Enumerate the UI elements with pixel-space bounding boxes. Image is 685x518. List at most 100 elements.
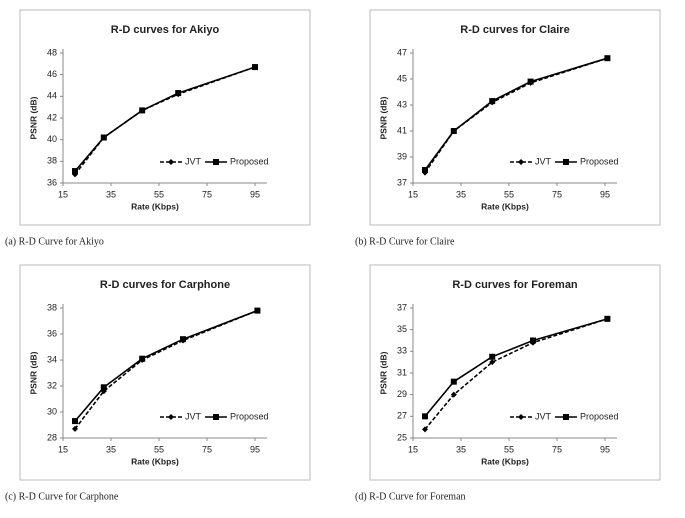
legend-label: Proposed [230,156,269,166]
x-axis-label: Rate (Kbps) [481,201,529,211]
legend-marker [518,159,524,165]
marker [450,391,457,398]
x-tick-label: 15 [58,444,68,454]
legend-label: JVT [185,156,202,166]
chart-frame [19,264,311,481]
y-tick-label: 28 [47,432,57,442]
legend-marker [168,159,174,165]
x-tick-label: 75 [552,189,562,199]
marker [422,413,428,420]
y-axis-label: PSNR (dB) [378,96,388,139]
x-axis-label: Rate (Kbps) [131,456,179,466]
y-tick-label: 36 [47,328,57,338]
y-tick-label: 43 [397,99,407,109]
x-tick-label: 75 [202,444,212,454]
y-tick-label: 25 [397,432,407,442]
y-tick-label: 27 [397,411,407,421]
y-axis-label: PSNR (dB) [378,351,388,394]
caption: (c) R-D Curve for Carphone [5,491,119,502]
legend-label: Proposed [580,411,619,421]
y-tick-label: 37 [397,177,407,187]
marker [489,353,496,360]
legend-label: Proposed [230,411,269,421]
marker [100,384,107,391]
caption: (b) R-D Curve for Claire [355,236,455,247]
marker [450,378,457,385]
marker [527,78,534,85]
x-tick-label: 55 [504,189,514,199]
y-tick-label: 31 [397,367,407,377]
x-tick-label: 95 [600,444,610,454]
y-tick-label: 29 [397,389,407,399]
y-tick-label: 30 [47,406,57,416]
y-tick-label: 40 [47,134,57,144]
caption: (d) R-D Curve for Foreman [355,491,466,502]
y-tick-label: 35 [397,324,407,334]
x-tick-label: 35 [106,444,116,454]
x-axis-label: Rate (Kbps) [481,456,529,466]
marker [489,98,496,105]
marker [72,168,78,175]
y-tick-label: 37 [397,302,407,312]
y-tick-label: 42 [47,112,57,122]
legend-label: JVT [535,156,552,166]
y-tick-label: 41 [397,125,407,135]
x-tick-label: 95 [600,189,610,199]
y-tick-label: 47 [397,47,407,57]
legend-marker [518,414,524,420]
y-tick-label: 45 [397,73,407,83]
y-tick-label: 38 [47,156,57,166]
legend-marker [563,414,569,420]
marker [530,337,536,344]
chart-frame [369,264,661,481]
legend-label: Proposed [580,156,619,166]
marker [254,307,261,314]
x-tick-label: 15 [58,189,68,199]
x-tick-label: 35 [106,189,116,199]
marker [422,167,428,173]
chart-frame [19,9,311,226]
y-tick-label: 44 [47,91,57,101]
x-tick-label: 55 [504,444,514,454]
chart-frame [369,9,661,226]
marker [252,64,258,71]
marker [100,134,107,141]
x-tick-label: 55 [154,189,164,199]
x-tick-label: 15 [408,189,418,199]
y-tick-label: 38 [47,302,57,312]
x-tick-label: 35 [456,444,466,454]
marker [175,90,182,97]
y-tick-label: 46 [47,69,57,79]
y-tick-label: 34 [47,354,57,364]
x-tick-label: 75 [552,444,562,454]
chart-title: R-D curves for Claire [460,24,569,36]
legend-marker [213,414,219,420]
marker [72,425,78,432]
marker [489,359,496,366]
marker [604,55,611,62]
legend-label: JVT [185,411,202,421]
marker [450,128,457,134]
x-tick-label: 55 [154,444,164,454]
legend-marker [168,414,174,420]
y-tick-label: 36 [47,177,57,187]
chart-title: R-D curves for Akiyo [111,24,220,36]
x-tick-label: 15 [408,444,418,454]
x-tick-label: 35 [456,189,466,199]
legend-label: JVT [535,411,552,421]
y-tick-label: 39 [397,151,407,161]
x-tick-label: 95 [250,189,260,199]
x-tick-label: 95 [250,444,260,454]
marker [139,107,146,114]
y-axis-label: PSNR (dB) [28,351,38,394]
y-tick-label: 32 [47,380,57,390]
legend-marker [213,159,219,165]
marker [422,426,428,433]
marker [604,315,611,322]
chart-title: R-D curves for Carphone [100,279,230,291]
caption: (a) R-D Curve for Akiyo [5,236,104,247]
marker [72,418,78,425]
series-line [424,318,608,430]
legend-marker [563,159,569,165]
